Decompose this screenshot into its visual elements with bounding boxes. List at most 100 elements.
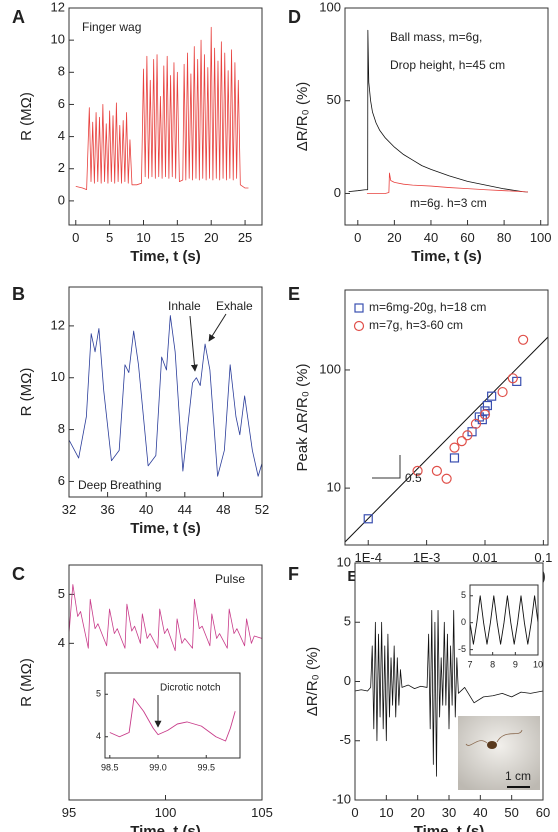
panel: 98.5 99.0 99.5 4 5 <box>96 672 241 772</box>
x-tick-label: 7 <box>467 659 472 669</box>
decorations <box>154 313 540 790</box>
y-tick-label: 8 <box>58 421 65 436</box>
x-tick-label: 9 <box>513 659 518 669</box>
data-point <box>497 386 508 398</box>
y-tick-label: -5 <box>458 644 466 654</box>
x-tick-label: 5 <box>106 230 113 245</box>
y-tick-label: 10 <box>51 369 65 384</box>
data-point <box>507 373 518 384</box>
y-tick-label: -5 <box>339 732 351 747</box>
data-line <box>69 584 262 652</box>
x-tick-label: 48 <box>216 502 230 517</box>
y-tick-label: 10 <box>51 32 65 47</box>
sensor-photo <box>458 716 540 790</box>
y-axis-label: ΔR/R₀ (%) <box>294 82 311 152</box>
axes-frame <box>68 7 263 226</box>
panel: 32 36 40 44 48 52 6 8 10 12 Time, t (s) R (MΩ) B <box>12 284 269 537</box>
data-point <box>482 400 493 411</box>
x-tick-label: 100 <box>155 805 177 820</box>
y-tick-label: 10 <box>337 554 351 569</box>
y-tick-label: 2 <box>58 160 65 175</box>
x-tick-label: 20 <box>410 805 424 820</box>
x-tick-label: 40 <box>473 805 487 820</box>
y-tick-label: 6 <box>58 96 65 111</box>
x-tick-label: 80 <box>497 230 511 245</box>
legend-marker <box>353 320 365 332</box>
x-axis-label: Time, t (s) <box>130 823 201 832</box>
data-point <box>441 473 452 484</box>
data-layer <box>348 29 528 194</box>
y-tick-label: 5 <box>96 689 101 699</box>
legend-label: m=6mg-20g, h=18 cm <box>369 300 486 314</box>
y-tick-label: 5 <box>461 590 466 600</box>
y-tick-label: 0 <box>334 185 341 200</box>
data-line <box>348 29 528 193</box>
panel-label: B <box>12 284 25 304</box>
annotation: Dicrotic notch <box>160 683 221 694</box>
x-tick-label: 0 <box>72 230 79 245</box>
y-tick-label: 4 <box>96 731 101 741</box>
axes-frame <box>104 672 241 759</box>
panel: 0 5 10 15 20 25 0 2 4 6 8 10 12 Time, t (s) R (MΩ) A <box>12 0 263 265</box>
y-tick-label: -10 <box>332 791 351 806</box>
x-tick-label: 30 <box>442 805 456 820</box>
plot-area <box>69 8 262 225</box>
data-line <box>69 315 262 477</box>
data-point <box>518 334 529 345</box>
data-layer <box>470 595 538 645</box>
panel-label: F <box>288 564 299 584</box>
axes-frame <box>68 564 263 801</box>
x-axis-label: Time, t (s) <box>411 248 482 265</box>
x-axis-label: Time, t (s) <box>130 520 201 537</box>
data-line <box>109 698 236 742</box>
x-tick-label: 95 <box>62 805 76 820</box>
data-line <box>75 26 249 191</box>
exhale-arrow <box>208 313 227 342</box>
y-tick-label: 50 <box>327 92 341 107</box>
x-tick-label: 40 <box>424 230 438 245</box>
data-point <box>431 465 442 476</box>
x-tick-label: 0.1 <box>534 550 552 565</box>
data-layer <box>355 610 543 777</box>
x-tick-label: 105 <box>251 805 273 820</box>
panel: 0 20 40 60 80 100 0 50 100 Time, t (s) ΔR/R₀ (%) D <box>288 0 552 265</box>
plot-area <box>105 673 240 758</box>
y-tick-label: 0 <box>344 673 351 688</box>
y-tick-label: 12 <box>51 0 65 14</box>
axes-frame <box>68 286 263 498</box>
y-tick-label: 0 <box>58 192 65 207</box>
y-tick-label: 12 <box>51 317 65 332</box>
y-axis-label: R (MΩ) <box>18 368 35 417</box>
x-axis-label: Time, t (s) <box>414 823 485 832</box>
data-layer <box>75 26 249 191</box>
axes-frame <box>344 7 549 226</box>
data-point <box>462 430 473 441</box>
data-layer <box>69 584 262 652</box>
annotation: Drop height, h=45 cm <box>390 58 505 72</box>
y-axis-label: R (MΩ) <box>18 658 35 707</box>
x-tick-label: 36 <box>100 502 114 517</box>
y-tick-label: 100 <box>319 0 341 14</box>
x-tick-label: 0 <box>351 805 358 820</box>
y-tick-label: 4 <box>58 635 65 650</box>
x-tick-label: 10 <box>379 805 393 820</box>
x-tick-label: 32 <box>62 502 76 517</box>
x-tick-label: 60 <box>460 230 474 245</box>
annotation: Exhale <box>216 299 253 313</box>
x-tick-label: 98.5 <box>101 762 119 772</box>
x-tick-label: 8 <box>490 659 495 669</box>
axes-frame <box>354 562 544 801</box>
annotation: Inhale <box>168 299 201 313</box>
annotation: 1 cm <box>505 769 531 783</box>
annotation: 0.5 <box>405 471 422 485</box>
y-tick-label: 4 <box>58 128 65 143</box>
panel-label: C <box>12 564 25 584</box>
annotation: Pulse <box>215 572 245 586</box>
sensor-photo-object <box>487 741 497 749</box>
data-point <box>456 435 467 447</box>
x-tick-label: 50 <box>504 805 518 820</box>
y-tick-label: 5 <box>344 614 351 629</box>
plot-area <box>69 287 262 497</box>
legend-label: m=7g, h=3-60 cm <box>369 318 463 332</box>
